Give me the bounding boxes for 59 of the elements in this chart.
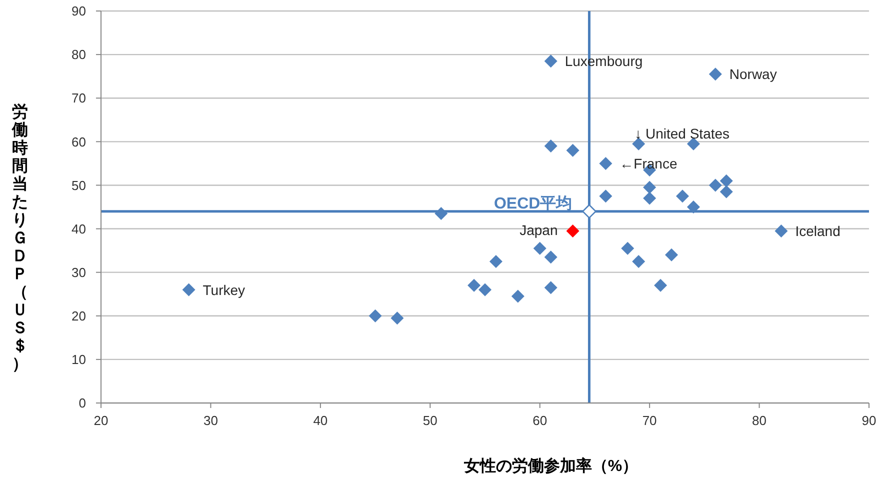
point xyxy=(566,224,580,238)
point xyxy=(478,283,492,296)
point xyxy=(544,250,558,264)
point xyxy=(182,283,196,296)
point xyxy=(643,192,656,205)
point xyxy=(632,254,646,268)
point xyxy=(468,278,481,292)
point xyxy=(544,54,558,68)
point xyxy=(544,140,558,153)
point xyxy=(686,200,700,214)
y-tick-label: 60 xyxy=(72,134,86,150)
x-tick-label: 90 xyxy=(862,413,876,428)
y-tick-label: 20 xyxy=(72,308,86,324)
point xyxy=(676,190,689,203)
point xyxy=(566,144,580,157)
series-label: Japan xyxy=(520,222,558,238)
point xyxy=(708,68,722,81)
x-tick-label: 30 xyxy=(203,413,218,428)
point xyxy=(533,242,546,255)
point xyxy=(489,254,502,268)
x-tick-label: 60 xyxy=(532,413,548,428)
y-tick-label: 30 xyxy=(72,264,86,280)
y-tick-label: 40 xyxy=(72,221,86,236)
x-tick-label: 40 xyxy=(313,413,328,428)
point xyxy=(632,137,646,150)
point xyxy=(621,242,634,255)
y-tick-label: 70 xyxy=(72,90,86,106)
annotation: ↓ United States xyxy=(634,125,730,142)
text: 労働時間当たりＧＤＰ（ＵＳ＄） xyxy=(12,104,28,373)
annotation: Norway xyxy=(729,66,777,82)
x-axis-title: 女性の労働参加率（%） xyxy=(462,456,638,475)
point xyxy=(720,185,733,198)
point xyxy=(708,178,722,192)
point xyxy=(774,224,788,238)
point xyxy=(720,174,733,188)
x-tick-label: 20 xyxy=(94,413,108,428)
point xyxy=(390,312,404,325)
y-tick-label: 50 xyxy=(72,178,86,193)
annotation: Iceland xyxy=(795,222,840,239)
series-label: OECD平均 xyxy=(494,194,572,212)
y-tick-label: 10 xyxy=(72,352,86,368)
y-tick-label: 80 xyxy=(72,47,86,62)
point xyxy=(544,281,558,294)
x-tick-label: 70 xyxy=(642,413,657,428)
annotation: ←France xyxy=(620,155,678,172)
point xyxy=(511,290,524,303)
x-tick-label: 80 xyxy=(752,413,767,428)
point xyxy=(599,156,612,170)
annotation: Turkey xyxy=(202,282,246,298)
point xyxy=(599,190,612,203)
point xyxy=(643,180,656,194)
point xyxy=(434,207,448,220)
x-tick-label: 50 xyxy=(422,413,438,428)
point xyxy=(654,278,668,292)
y-tick-label: 0 xyxy=(78,396,86,411)
point xyxy=(582,204,596,219)
point xyxy=(368,309,382,322)
point xyxy=(665,248,678,262)
y-tick-label: 90 xyxy=(72,4,86,19)
